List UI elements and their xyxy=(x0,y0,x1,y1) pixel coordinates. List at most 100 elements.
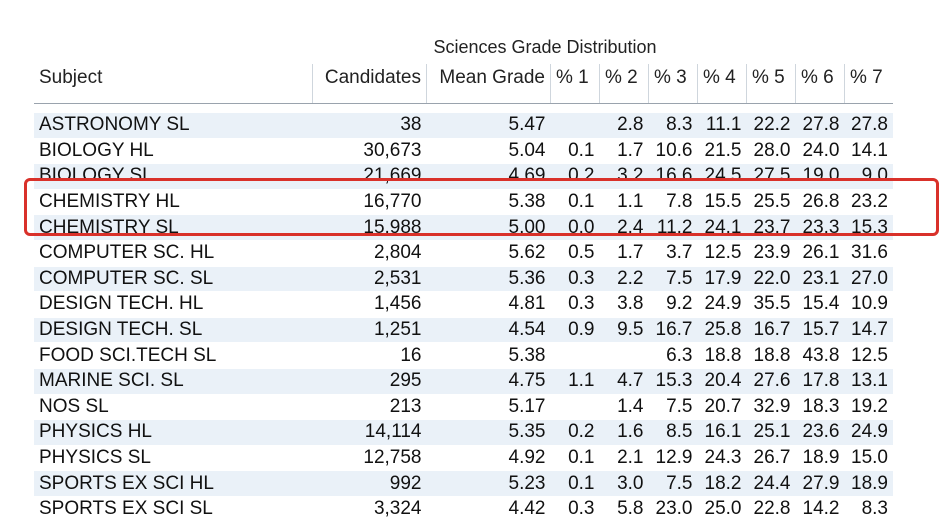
cell-pct-1: 0.1 xyxy=(550,189,600,216)
cell-pct-7: 18.9 xyxy=(844,470,893,497)
table-row: ASTRONOMY SL 38 5.47 2.8 8.3 11.1 22.2 27.8 27.8 xyxy=(34,112,893,139)
cell-pct-2: 1.7 xyxy=(599,138,649,165)
cell-mean-grade: 4.81 xyxy=(426,291,551,318)
cell-pct-1: 0.2 xyxy=(550,163,600,190)
header-gap xyxy=(34,103,893,113)
cell-pct-6: 27.8 xyxy=(795,112,845,139)
cell-pct-1: 0.9 xyxy=(550,317,600,344)
cell-candidates: 14,114 xyxy=(312,419,427,446)
cell-pct-7: 13.1 xyxy=(844,368,893,395)
cell-subject: BIOLOGY HL xyxy=(34,138,313,165)
cell-pct-3: 12.9 xyxy=(648,445,698,472)
cell-pct-3: 7.8 xyxy=(648,189,698,216)
table-row: PHYSICS HL 14,114 5.35 0.2 1.6 8.5 16.1 25.1 23.… xyxy=(34,419,893,446)
cell-candidates: 30,673 xyxy=(312,138,427,165)
cell-mean-grade: 4.69 xyxy=(426,163,551,190)
cell-pct-6: 18.3 xyxy=(795,394,845,421)
cell-mean-grade: 5.23 xyxy=(426,470,551,497)
cell-pct-7: 10.9 xyxy=(844,291,893,318)
cell-pct-1: 0.3 xyxy=(550,291,600,318)
cell-mean-grade: 5.47 xyxy=(426,112,551,139)
cell-pct-7: 12.5 xyxy=(844,342,893,369)
cell-pct-4: 18.8 xyxy=(697,342,747,369)
cell-pct-7: 27.8 xyxy=(844,112,893,139)
cell-pct-2: 1.6 xyxy=(599,419,649,446)
cell-pct-2: 4.7 xyxy=(599,368,649,395)
cell-mean-grade: 4.42 xyxy=(426,496,551,523)
cell-candidates: 12,758 xyxy=(312,445,427,472)
cell-pct-4: 25.0 xyxy=(697,496,747,523)
cell-pct-2: 1.1 xyxy=(599,189,649,216)
header-pct-4: % 4 xyxy=(697,64,747,104)
cell-subject: BIOLOGY SL xyxy=(34,163,313,190)
cell-pct-1: 1.1 xyxy=(550,368,600,395)
cell-mean-grade: 5.04 xyxy=(426,138,551,165)
cell-pct-4: 11.1 xyxy=(697,112,747,139)
header-pct-5: % 5 xyxy=(746,64,796,104)
cell-candidates: 295 xyxy=(312,368,427,395)
cell-pct-6: 18.9 xyxy=(795,445,845,472)
cell-pct-4: 12.5 xyxy=(697,240,747,267)
table-body: ASTRONOMY SL 38 5.47 2.8 8.3 11.1 22.2 27.8 27.8… xyxy=(34,103,893,523)
cell-pct-2: 2.4 xyxy=(599,214,649,241)
cell-pct-5: 18.8 xyxy=(746,342,796,369)
cell-pct-1: 0.3 xyxy=(550,266,600,293)
cell-pct-4: 25.8 xyxy=(697,317,747,344)
cell-pct-3: 7.5 xyxy=(648,470,698,497)
cell-pct-5: 22.0 xyxy=(746,266,796,293)
cell-pct-5: 26.7 xyxy=(746,445,796,472)
cell-pct-1 xyxy=(550,394,600,421)
cell-pct-5: 22.8 xyxy=(746,496,796,523)
cell-pct-1: 0.1 xyxy=(550,470,600,497)
cell-mean-grade: 5.38 xyxy=(426,189,551,216)
cell-pct-7: 9.0 xyxy=(844,163,893,190)
cell-candidates: 213 xyxy=(312,394,427,421)
cell-candidates: 16 xyxy=(312,342,427,369)
cell-subject: PHYSICS HL xyxy=(34,419,313,446)
cell-pct-4: 24.9 xyxy=(697,291,747,318)
table-row: PHYSICS SL 12,758 4.92 0.1 2.1 12.9 24.3 26.7 18… xyxy=(34,445,893,472)
cell-pct-3: 7.5 xyxy=(648,266,698,293)
cell-pct-7: 23.2 xyxy=(844,189,893,216)
cell-pct-7: 15.0 xyxy=(844,445,893,472)
header-pct-7: % 7 xyxy=(844,64,893,104)
grade-distribution-table: Subject Candidates Mean Grade % 1 % 2 % … xyxy=(34,64,893,523)
cell-pct-5: 25.5 xyxy=(746,189,796,216)
cell-mean-grade: 4.75 xyxy=(426,368,551,395)
cell-pct-2: 5.8 xyxy=(599,496,649,523)
cell-pct-1 xyxy=(550,112,600,139)
cell-pct-2 xyxy=(599,342,649,369)
table-title: Sciences Grade Distribution xyxy=(433,37,657,57)
header-pct-2: % 2 xyxy=(599,64,649,104)
cell-pct-6: 19.0 xyxy=(795,163,845,190)
cell-pct-7: 8.3 xyxy=(844,496,893,523)
cell-mean-grade: 5.35 xyxy=(426,419,551,446)
table-row: DESIGN TECH. HL 1,456 4.81 0.3 3.8 9.2 24.9 35.… xyxy=(34,291,893,318)
cell-pct-5: 24.4 xyxy=(746,470,796,497)
table-row: BIOLOGY HL 30,673 5.04 0.1 1.7 10.6 21.5 28.0 24… xyxy=(34,138,893,165)
table-row: CHEMISTRY HL 16,770 5.38 0.1 1.1 7.8 15.5 25.5 2… xyxy=(34,189,893,216)
cell-pct-5: 23.9 xyxy=(746,240,796,267)
cell-pct-3: 7.5 xyxy=(648,394,698,421)
cell-pct-6: 23.1 xyxy=(795,266,845,293)
cell-pct-6: 26.1 xyxy=(795,240,845,267)
table-row: MARINE SCI. SL 295 4.75 1.1 4.7 15.3 20.4 27.6 1… xyxy=(34,368,893,395)
cell-pct-6: 26.8 xyxy=(795,189,845,216)
table-row: CHEMISTRY SL 15,988 5.00 0.0 2.4 11.2 24.1 23.7… xyxy=(34,214,893,241)
cell-pct-6: 15.4 xyxy=(795,291,845,318)
cell-pct-5: 23.7 xyxy=(746,214,796,241)
cell-candidates: 1,456 xyxy=(312,291,427,318)
cell-pct-6: 23.6 xyxy=(795,419,845,446)
cell-subject: PHYSICS SL xyxy=(34,445,313,472)
header-subject: Subject xyxy=(34,64,313,104)
cell-pct-2: 3.8 xyxy=(599,291,649,318)
cell-pct-4: 20.7 xyxy=(697,394,747,421)
cell-pct-5: 22.2 xyxy=(746,112,796,139)
cell-pct-2: 2.2 xyxy=(599,266,649,293)
cell-candidates: 21,669 xyxy=(312,163,427,190)
table-row: DESIGN TECH. SL 1,251 4.54 0.9 9.5 16.7 25.8 16… xyxy=(34,317,893,344)
header-mean-grade: Mean Grade xyxy=(426,64,551,104)
cell-pct-4: 15.5 xyxy=(697,189,747,216)
cell-pct-3: 16.7 xyxy=(648,317,698,344)
cell-candidates: 2,804 xyxy=(312,240,427,267)
